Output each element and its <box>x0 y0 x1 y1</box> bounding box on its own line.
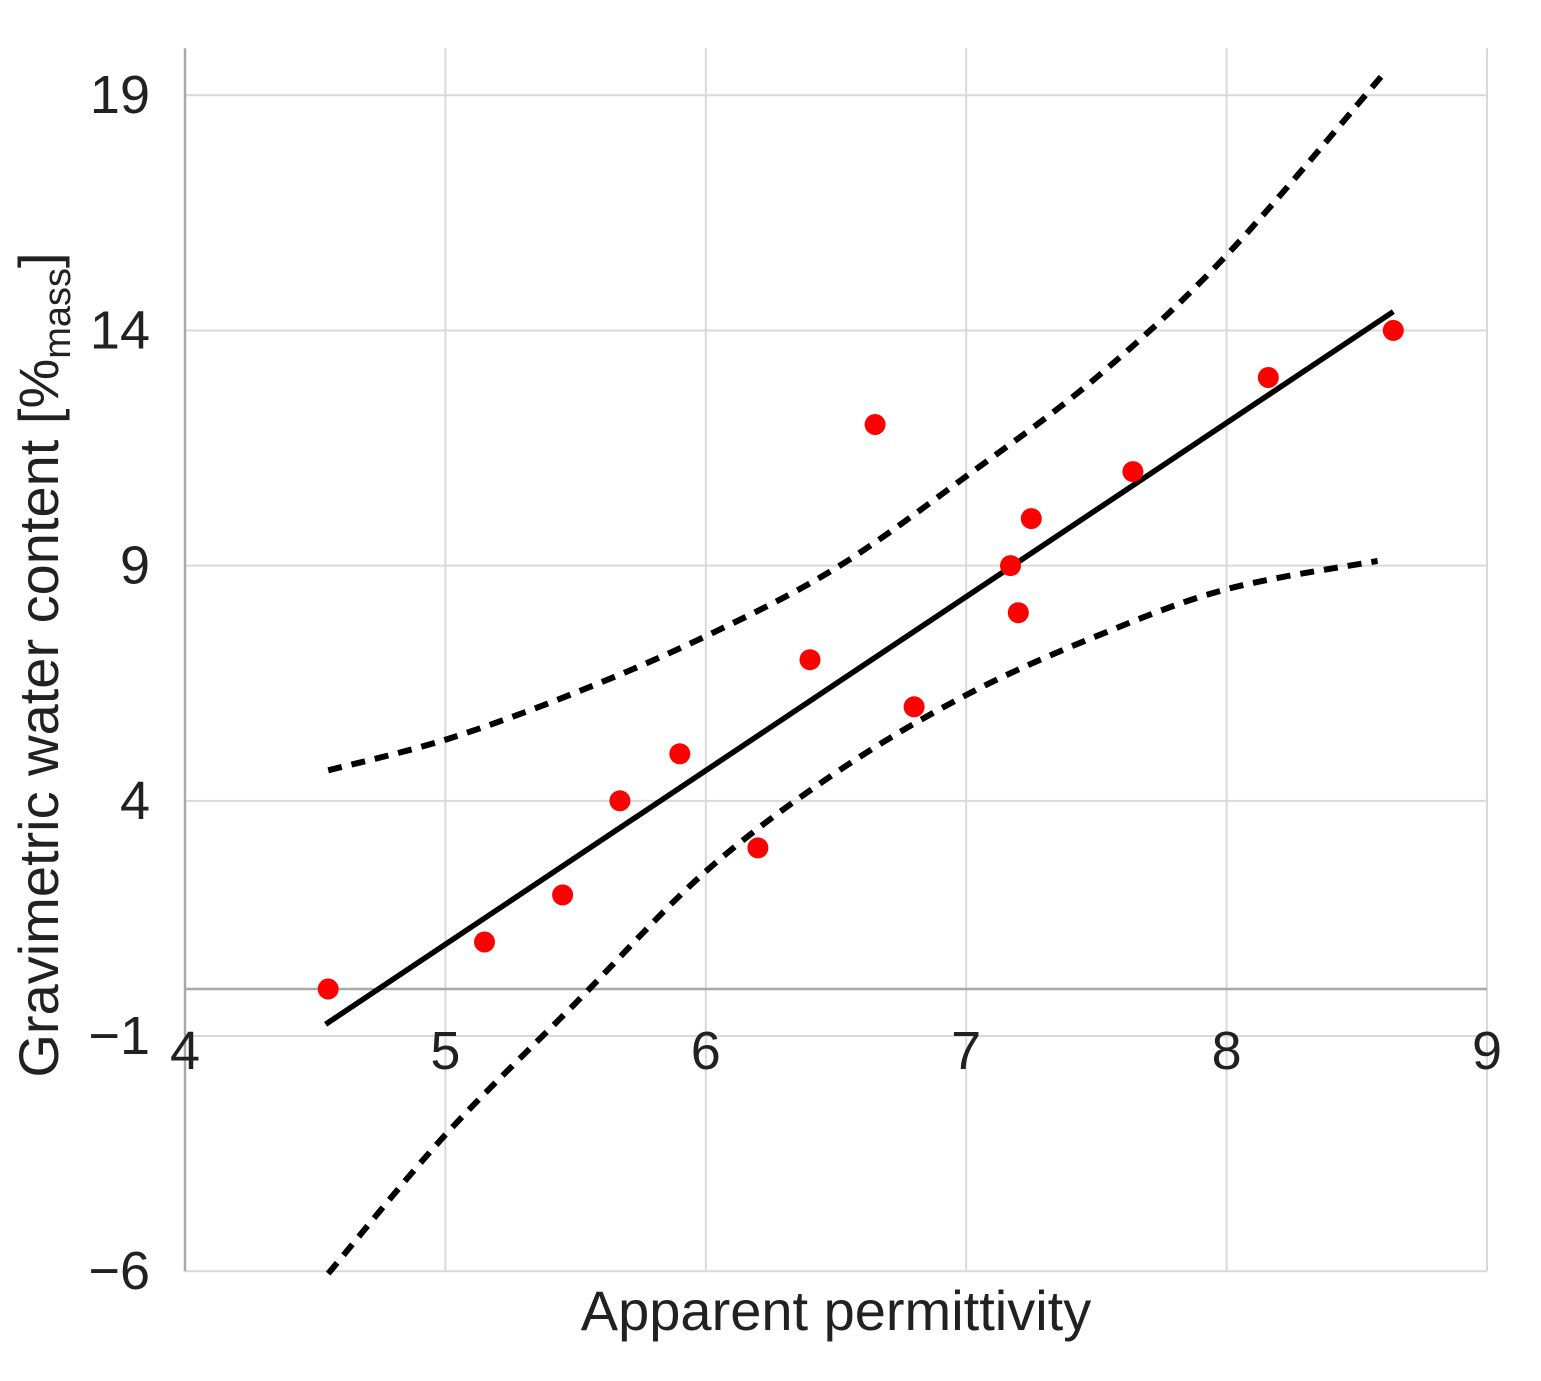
data-point <box>1257 367 1279 388</box>
data-point <box>1020 508 1042 530</box>
gridlines <box>185 48 1488 1273</box>
y-tick-label: 9 <box>120 536 150 596</box>
data-point <box>864 414 886 435</box>
data-point <box>1382 319 1404 341</box>
y-tick-label: −6 <box>88 1241 150 1301</box>
data-point <box>552 884 574 906</box>
y-tick-label: 19 <box>90 65 150 125</box>
data-point <box>903 696 925 718</box>
upper-confidence-bound <box>327 69 1388 774</box>
data-point <box>747 837 769 859</box>
data-point <box>799 649 821 671</box>
data-point <box>1007 602 1029 624</box>
data-point <box>317 978 339 1000</box>
regression-line <box>324 309 1395 1027</box>
data-point <box>609 790 631 812</box>
x-tick-labels: 4 5 6 7 8 9 <box>170 1021 1502 1081</box>
x-tick-label: 7 <box>951 1021 981 1081</box>
x-tick-label: 9 <box>1472 1021 1502 1081</box>
data-point <box>669 743 691 765</box>
x-tick-label: 4 <box>170 1021 200 1081</box>
y-axis-title: Gravimetric water content [%mass] <box>7 252 79 1077</box>
data-point <box>474 931 495 953</box>
x-tick-label: 8 <box>1212 1021 1242 1081</box>
data-points <box>317 319 1404 1000</box>
y-tick-label: 14 <box>90 300 150 360</box>
data-point <box>1122 461 1144 483</box>
axis-lines <box>183 48 1487 1272</box>
y-tick-label: −1 <box>88 1006 150 1066</box>
y-tick-labels: 19 14 9 4 −1 −6 <box>88 65 150 1301</box>
data-point <box>1000 555 1021 577</box>
x-axis-title: Apparent permittivity <box>581 1279 1091 1342</box>
confidence-bounds-and-fit <box>324 69 1395 1276</box>
x-tick-label: 6 <box>691 1021 721 1081</box>
y-tick-label: 4 <box>120 771 150 831</box>
x-tick-label: 5 <box>430 1021 460 1081</box>
lower-confidence-bound <box>325 557 1379 1276</box>
